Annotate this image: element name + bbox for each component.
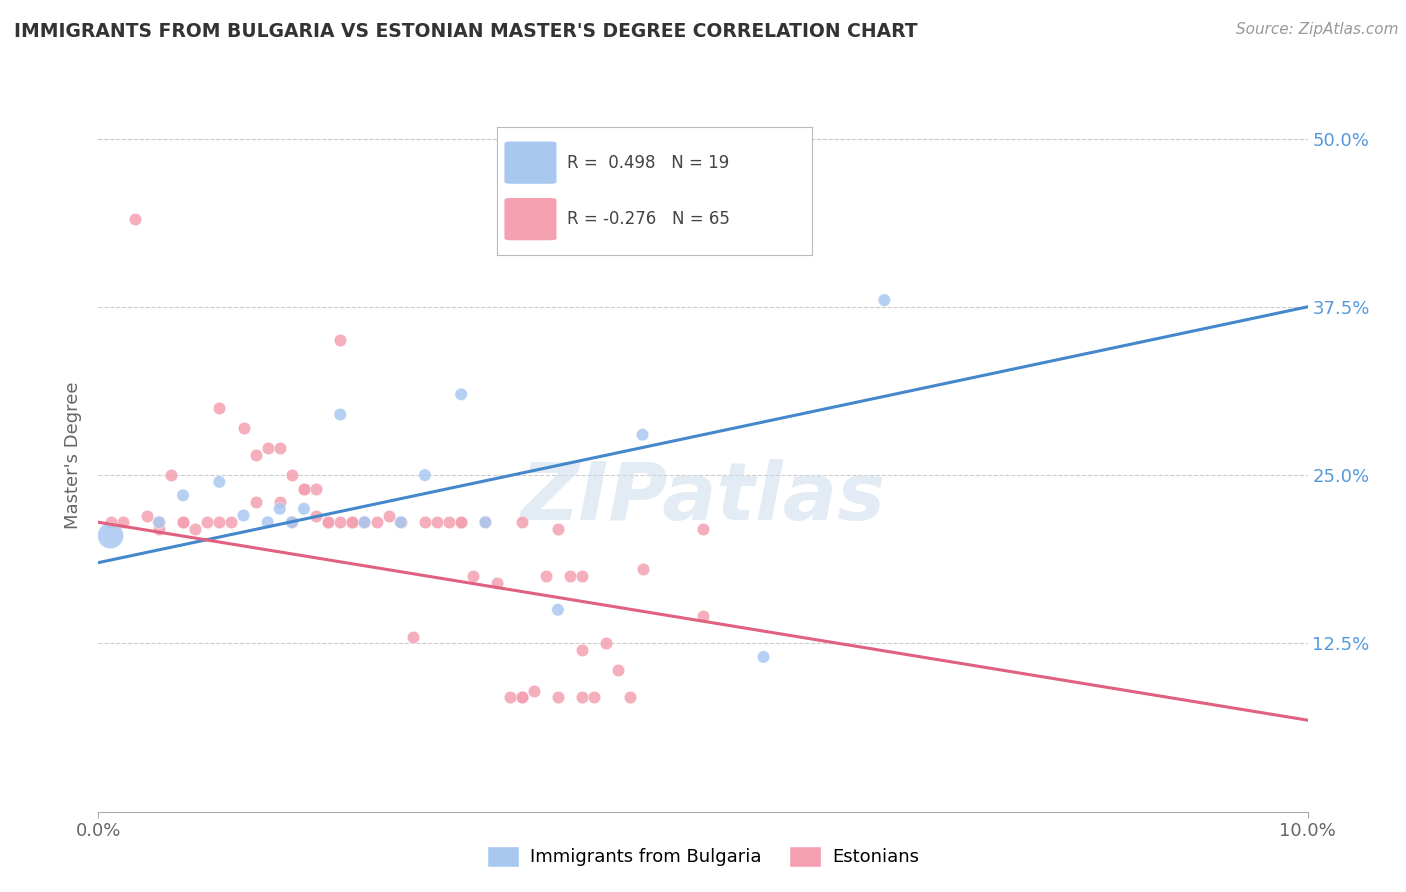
Point <box>292 482 315 496</box>
Point <box>510 690 533 705</box>
Point <box>366 515 388 529</box>
Point <box>413 468 436 483</box>
Point <box>342 515 364 529</box>
Point <box>329 515 352 529</box>
FancyBboxPatch shape <box>503 141 557 185</box>
Point <box>148 515 170 529</box>
Point <box>450 515 472 529</box>
Point <box>426 515 449 529</box>
Point <box>692 609 714 624</box>
Point <box>305 508 328 523</box>
Point <box>232 508 254 523</box>
Point <box>377 508 399 523</box>
Point <box>172 515 194 529</box>
Point <box>124 212 146 227</box>
Point <box>873 293 896 307</box>
Point <box>195 515 218 529</box>
Point <box>547 522 569 536</box>
Point <box>523 683 546 698</box>
Text: R =  0.498   N = 19: R = 0.498 N = 19 <box>567 153 728 171</box>
Point <box>474 515 496 529</box>
Point <box>208 475 231 489</box>
Point <box>353 515 375 529</box>
Point <box>316 515 339 529</box>
Point <box>547 690 569 705</box>
Point <box>281 515 304 529</box>
Point <box>595 636 617 650</box>
Point <box>571 643 593 657</box>
Point <box>100 515 122 529</box>
Point <box>437 515 460 529</box>
Point <box>135 508 157 523</box>
Point <box>510 690 533 705</box>
Text: ZIPatlas: ZIPatlas <box>520 458 886 537</box>
Point <box>389 515 412 529</box>
Point <box>450 515 472 529</box>
Legend: Immigrants from Bulgaria, Estonians: Immigrants from Bulgaria, Estonians <box>479 838 927 874</box>
Point <box>558 569 581 583</box>
Point <box>474 515 496 529</box>
Point <box>172 515 194 529</box>
Point <box>389 515 412 529</box>
Point <box>269 501 291 516</box>
Point <box>583 690 606 705</box>
Point <box>269 441 291 455</box>
Point <box>208 515 231 529</box>
Point <box>148 515 170 529</box>
Point <box>208 401 231 415</box>
Point <box>160 468 183 483</box>
Text: Source: ZipAtlas.com: Source: ZipAtlas.com <box>1236 22 1399 37</box>
Point <box>463 569 485 583</box>
Point <box>353 515 375 529</box>
Point <box>329 334 352 348</box>
Point <box>281 515 304 529</box>
Point <box>534 569 557 583</box>
Point <box>148 522 170 536</box>
Point <box>232 421 254 435</box>
Point <box>571 690 593 705</box>
Point <box>329 408 352 422</box>
Point <box>752 649 775 664</box>
Point <box>292 482 315 496</box>
FancyBboxPatch shape <box>503 197 557 241</box>
Point <box>269 495 291 509</box>
Point <box>692 522 714 536</box>
Point <box>281 468 304 483</box>
Point <box>547 603 569 617</box>
Point <box>245 495 267 509</box>
Point <box>498 690 520 705</box>
Point <box>619 690 641 705</box>
Point <box>316 515 339 529</box>
Point <box>305 482 328 496</box>
Point <box>402 630 425 644</box>
Point <box>486 575 509 590</box>
Point <box>256 515 278 529</box>
Point <box>342 515 364 529</box>
Point <box>353 515 375 529</box>
Point <box>111 515 134 529</box>
Point <box>221 515 243 529</box>
Y-axis label: Master's Degree: Master's Degree <box>65 381 83 529</box>
Point <box>450 387 472 401</box>
Point <box>631 562 654 576</box>
Point <box>571 569 593 583</box>
Point <box>172 488 194 502</box>
Text: IMMIGRANTS FROM BULGARIA VS ESTONIAN MASTER'S DEGREE CORRELATION CHART: IMMIGRANTS FROM BULGARIA VS ESTONIAN MAS… <box>14 22 918 41</box>
Point <box>100 529 122 543</box>
Point <box>184 522 207 536</box>
Text: R = -0.276   N = 65: R = -0.276 N = 65 <box>567 211 730 228</box>
Point <box>413 515 436 529</box>
Point <box>292 501 315 516</box>
Point <box>256 441 278 455</box>
Point <box>607 664 630 678</box>
Point <box>510 515 533 529</box>
Point <box>631 427 654 442</box>
Point <box>245 448 267 462</box>
